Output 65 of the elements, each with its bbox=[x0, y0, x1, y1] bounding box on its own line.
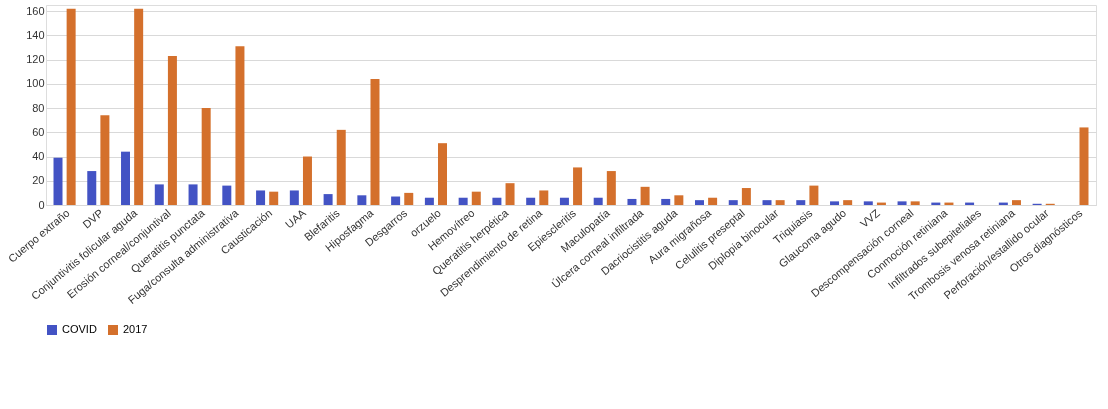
bar bbox=[775, 200, 785, 205]
bar bbox=[424, 197, 434, 205]
y-tick-label: 60 bbox=[32, 125, 45, 138]
bar bbox=[167, 55, 177, 205]
y-tick-label: 40 bbox=[32, 150, 45, 163]
bar bbox=[796, 200, 806, 205]
bar bbox=[458, 197, 468, 205]
bar bbox=[357, 195, 367, 205]
y-tick-label: 100 bbox=[26, 77, 45, 90]
bar bbox=[302, 156, 312, 205]
bar bbox=[573, 167, 583, 205]
bar bbox=[559, 197, 569, 205]
bar bbox=[370, 78, 380, 205]
bar bbox=[235, 46, 245, 205]
y-tick-label: 80 bbox=[32, 101, 45, 114]
bar bbox=[269, 191, 279, 205]
bar bbox=[526, 197, 536, 205]
bar bbox=[762, 200, 772, 205]
bar bbox=[188, 184, 198, 205]
legend-label: 2017 bbox=[123, 323, 148, 335]
bar bbox=[53, 157, 63, 205]
bar bbox=[863, 201, 873, 205]
bar bbox=[336, 129, 346, 205]
y-tick-label: 120 bbox=[26, 53, 45, 66]
bar bbox=[404, 192, 414, 205]
bar bbox=[674, 195, 684, 205]
y-tick-label: 20 bbox=[32, 174, 45, 187]
legend-label: COVID bbox=[62, 323, 97, 335]
bar bbox=[87, 171, 97, 205]
bar bbox=[438, 143, 448, 205]
bar bbox=[708, 197, 718, 205]
bar bbox=[256, 190, 266, 205]
bar bbox=[1079, 127, 1089, 205]
bar bbox=[627, 198, 637, 205]
bar bbox=[661, 198, 671, 205]
x-tick-label: VVZ bbox=[857, 206, 883, 230]
bar bbox=[606, 171, 616, 205]
bar bbox=[910, 201, 920, 205]
bar bbox=[694, 200, 704, 205]
bar bbox=[492, 197, 502, 205]
bar bbox=[897, 201, 907, 205]
bar bbox=[1011, 200, 1021, 205]
bar bbox=[121, 151, 131, 205]
y-tick-label: 140 bbox=[26, 28, 45, 41]
bar bbox=[222, 185, 232, 205]
bar bbox=[201, 108, 211, 205]
bar bbox=[809, 185, 819, 205]
bar bbox=[134, 8, 144, 205]
bar bbox=[154, 184, 164, 205]
bar bbox=[289, 190, 299, 205]
bar bbox=[471, 191, 481, 205]
bar bbox=[539, 190, 549, 205]
bar bbox=[640, 186, 650, 205]
bar bbox=[323, 194, 333, 205]
y-tick-label: 160 bbox=[26, 4, 45, 17]
bar bbox=[843, 200, 853, 205]
bar bbox=[66, 8, 76, 205]
bar bbox=[728, 200, 738, 205]
bar bbox=[505, 183, 515, 205]
y-tick-label: 0 bbox=[38, 198, 45, 211]
bar bbox=[830, 201, 840, 205]
bar bbox=[593, 197, 603, 205]
bar bbox=[391, 196, 401, 205]
bar bbox=[100, 115, 110, 205]
bar bbox=[741, 188, 751, 205]
